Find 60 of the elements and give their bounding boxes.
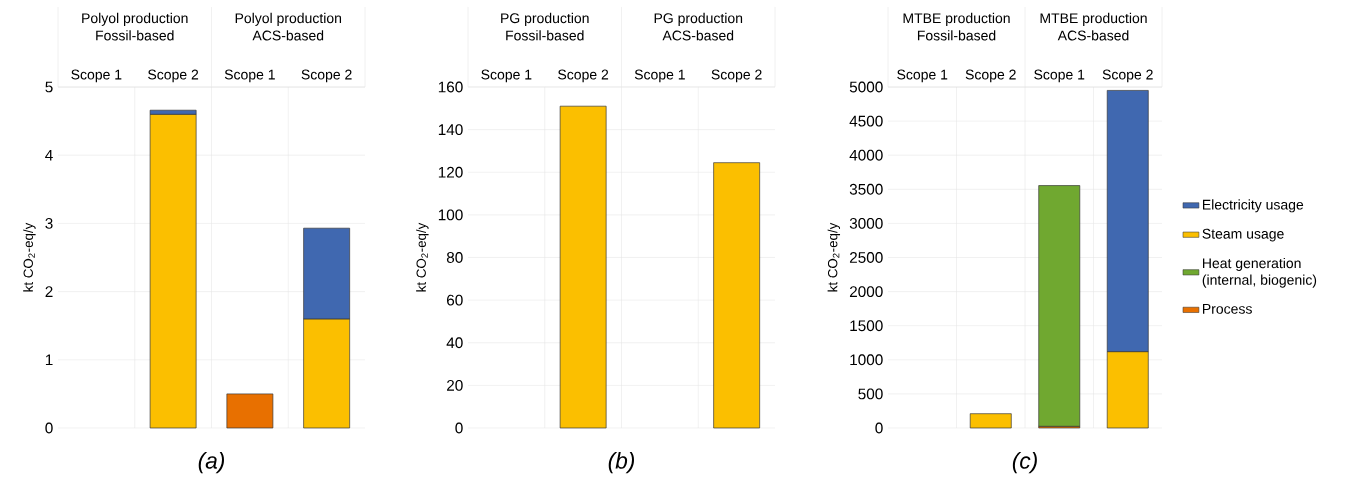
y-axis-title: kt CO$_{2}$-eq/y <box>23 222 36 292</box>
y-tick-label: 100 <box>438 209 463 221</box>
y-tick-label: 20 <box>447 379 463 391</box>
x-tick-label: Scope 1 <box>1034 69 1085 83</box>
text: (b) <box>608 452 634 474</box>
legend-label: Electricity usage <box>1203 199 1304 213</box>
y-tick-label: 0 <box>45 422 53 434</box>
y-tick-label: 4000 <box>849 149 883 161</box>
x-tick-label: Scope 2 <box>301 69 352 83</box>
text: MTBE production <box>1040 12 1147 26</box>
text: ACS-based <box>662 30 734 41</box>
x-tick-label: Scope 1 <box>71 69 122 83</box>
text: MTBE production <box>903 12 1010 26</box>
text: (c) <box>1012 452 1037 474</box>
text: Fossil-based <box>506 30 584 41</box>
text: Polyol production <box>235 12 342 26</box>
x-tick-label: Scope 2 <box>1102 69 1153 83</box>
legend-label: Heat generation (internal, biogenic) <box>1202 257 1317 288</box>
text: ACS-based <box>252 30 324 41</box>
y-tick-label: 1500 <box>850 320 883 332</box>
y-tick-label: 2 <box>45 286 53 297</box>
y-tick-label: 2500 <box>849 252 883 263</box>
x-tick-label: Scope 1 <box>224 69 275 83</box>
x-tick-label: Scope 2 <box>965 69 1016 83</box>
y-tick-label: 4500 <box>849 115 883 127</box>
text: ACS-based <box>1057 30 1129 41</box>
x-tick-label: Scope 2 <box>148 69 199 83</box>
legend-label: Steam usage <box>1202 228 1284 242</box>
y-tick-label: 5 <box>45 81 53 93</box>
x-tick-label: Scope 1 <box>481 69 532 83</box>
y-tick-label: 3500 <box>849 183 883 195</box>
legend-label: Process <box>1203 304 1252 314</box>
y-tick-label: 2000 <box>849 286 883 298</box>
y-axis-title: kt CO$_{2}$-eq/y <box>827 222 841 292</box>
text: Fossil-based <box>917 30 996 41</box>
text: (a) <box>198 452 224 474</box>
text: Fossil-based <box>96 30 174 41</box>
text: Polyol production <box>82 12 188 26</box>
x-tick-label: Scope 2 <box>711 69 762 83</box>
y-tick-label: 60 <box>447 294 463 306</box>
y-tick-label: 140 <box>438 124 463 136</box>
y-tick-label: 5000 <box>849 81 883 93</box>
y-tick-label: 4 <box>45 149 53 161</box>
y-tick-label: 1000 <box>850 354 883 366</box>
text: PG production <box>654 12 743 26</box>
x-tick-label: Scope 2 <box>558 69 609 83</box>
text: PG production <box>501 12 589 26</box>
y-tick-label: 0 <box>875 422 883 434</box>
y-axis-title: kt CO$_{2}$-eq/y <box>416 222 429 292</box>
x-tick-label: Scope 1 <box>634 69 685 83</box>
y-tick-label: 1 <box>45 354 53 366</box>
x-tick-label: Scope 1 <box>897 69 948 83</box>
y-tick-label: 3 <box>45 217 53 229</box>
y-tick-label: 120 <box>438 166 463 178</box>
y-tick-label: 0 <box>455 422 463 434</box>
y-tick-label: 160 <box>438 81 463 93</box>
y-tick-label: 500 <box>858 388 883 400</box>
y-tick-label: 3000 <box>849 217 883 229</box>
y-tick-label: 40 <box>446 337 463 349</box>
y-tick-label: 80 <box>446 252 463 263</box>
